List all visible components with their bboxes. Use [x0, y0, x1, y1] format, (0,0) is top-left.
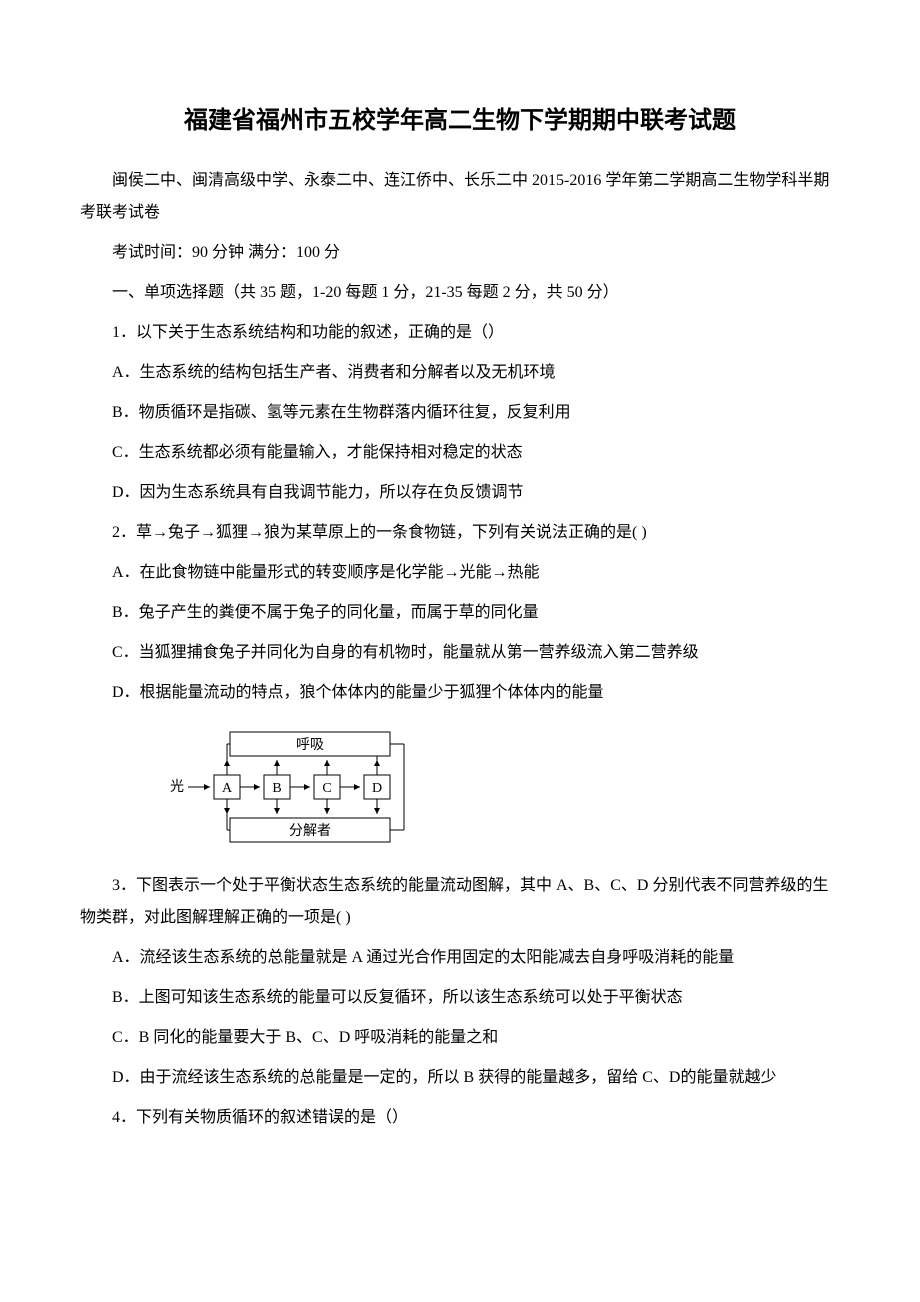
energy-flow-diagram: 呼吸 分解者 光 A B C D — [160, 727, 840, 852]
diagram-node-b: B — [272, 781, 281, 796]
q3-option-a: A．流经该生态系统的总能量就是 A 通过光合作用固定的太阳能减去自身呼吸消耗的能… — [80, 942, 840, 974]
q1-option-c: C．生态系统都必须有能量输入，才能保持相对稳定的状态 — [80, 437, 840, 469]
diagram-top-label: 呼吸 — [296, 737, 324, 753]
page-title: 福建省福州市五校学年高二生物下学期期中联考试题 — [80, 100, 840, 135]
q1-option-a: A．生态系统的结构包括生产者、消费者和分解者以及无机环境 — [80, 357, 840, 389]
q3-option-d: D．由于流经该生态系统的总能量是一定的，所以 B 获得的能量越多，留给 C、D的… — [80, 1062, 840, 1094]
q3-option-c: C．B 同化的能量要大于 B、C、D 呼吸消耗的能量之和 — [80, 1022, 840, 1054]
exam-meta: 考试时间：90 分钟 满分：100 分 — [80, 237, 840, 269]
q2-stem: 2．草→兔子→狐狸→狼为某草原上的一条食物链，下列有关说法正确的是( ) — [80, 517, 840, 549]
section-header: 一、单项选择题（共 35 题，1-20 每题 1 分，21-35 每题 2 分，… — [80, 277, 840, 309]
diagram-node-c: C — [322, 781, 331, 796]
diagram-node-d: D — [372, 781, 382, 796]
diagram-bottom-label: 分解者 — [289, 823, 331, 839]
q4-stem: 4．下列有关物质循环的叙述错误的是（） — [80, 1102, 840, 1134]
q3-stem: 3．下图表示一个处于平衡状态生态系统的能量流动图解，其中 A、B、C、D 分别代… — [80, 870, 840, 934]
q2-option-b: B．兔子产生的粪便不属于兔子的同化量，而属于草的同化量 — [80, 597, 840, 629]
intro-text: 闽侯二中、闽清高级中学、永泰二中、连江侨中、长乐二中 2015-2016 学年第… — [80, 165, 840, 229]
diagram-light-label: 光 — [170, 779, 184, 795]
q1-stem: 1．以下关于生态系统结构和功能的叙述，正确的是（） — [80, 317, 840, 349]
q1-option-d: D．因为生态系统具有自我调节能力，所以存在负反馈调节 — [80, 477, 840, 509]
q2-option-c: C．当狐狸捕食兔子并同化为自身的有机物时，能量就从第一营养级流入第二营养级 — [80, 637, 840, 669]
q1-option-b: B．物质循环是指碳、氢等元素在生物群落内循环往复，反复利用 — [80, 397, 840, 429]
q3-option-b: B．上图可知该生态系统的能量可以反复循环，所以该生态系统可以处于平衡状态 — [80, 982, 840, 1014]
q2-option-d: D．根据能量流动的特点，狼个体体内的能量少于狐狸个体体内的能量 — [80, 677, 840, 709]
q2-option-a: A．在此食物链中能量形式的转变顺序是化学能→光能→热能 — [80, 557, 840, 589]
diagram-node-a: A — [222, 781, 233, 796]
